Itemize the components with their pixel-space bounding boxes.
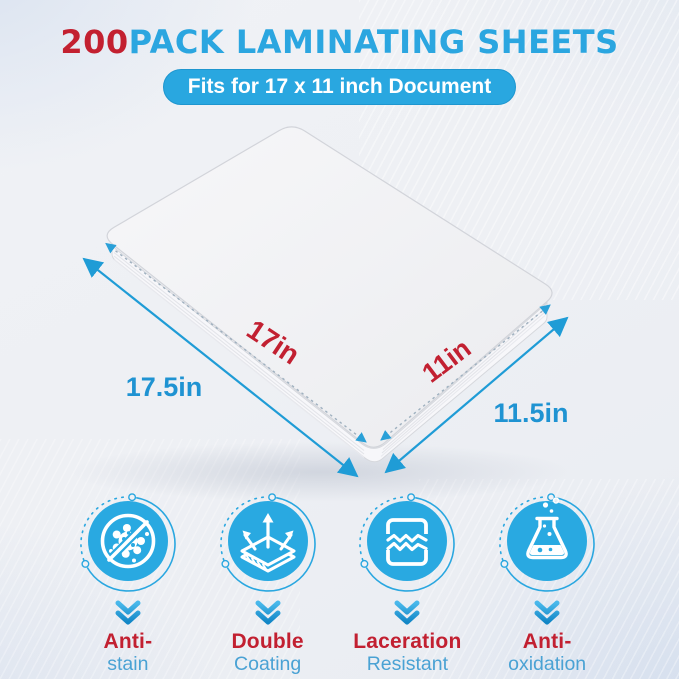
feature-laceration-resistant: Laceration Resistant	[338, 489, 478, 676]
double-coating-icon	[219, 493, 316, 592]
page-title: 200PACK LAMINATING SHEETS	[0, 26, 679, 58]
feature-subtitle: Resistant	[366, 653, 449, 676]
feature-subtitle: oxidation	[508, 653, 587, 676]
feature-title: Anti-	[522, 630, 572, 653]
feature-row: Anti- stain Double Coating	[58, 489, 617, 676]
feature-subtitle: stain	[107, 653, 149, 676]
outer-width-label: 17.5in	[126, 372, 203, 402]
feature-title: Anti-	[103, 630, 153, 653]
chevron-down-icon	[534, 600, 560, 625]
feature-anti-oxidation: Anti- oxidation	[477, 489, 617, 676]
dimension-line-11-5in	[384, 316, 569, 474]
chevron-down-icon	[394, 600, 420, 625]
feature-title: Laceration	[353, 630, 462, 653]
anti-oxidation-icon	[499, 493, 595, 592]
header: 200PACK LAMINATING SHEETS Fits for 17 x …	[0, 0, 679, 105]
feature-double-coating: Double Coating	[198, 489, 338, 676]
outer-height-label: 11.5in	[493, 398, 568, 428]
chevron-down-icon	[255, 600, 281, 625]
laceration-resistant-icon	[359, 493, 456, 592]
chevron-down-icon	[115, 600, 141, 625]
feature-subtitle: Coating	[234, 653, 302, 676]
fit-size-badge: Fits for 17 x 11 inch Document	[162, 69, 517, 105]
title-product-name: PACK LAMINATING SHEETS	[128, 23, 619, 61]
title-pack-count: 200	[60, 23, 129, 61]
anti-stain-icon	[80, 493, 176, 592]
dimension-line-17-5in	[82, 257, 359, 478]
feature-anti-stain: Anti- stain	[58, 489, 198, 676]
feature-title: Double	[231, 630, 304, 653]
